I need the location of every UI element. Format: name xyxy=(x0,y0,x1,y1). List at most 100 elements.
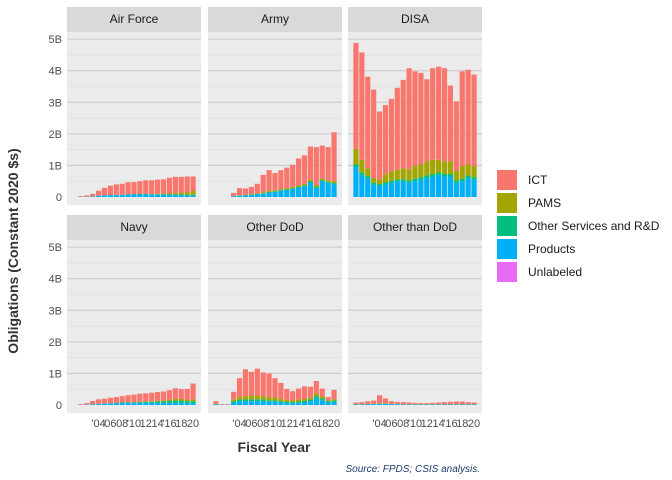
bar-segment xyxy=(400,168,406,180)
bar-segment xyxy=(319,398,325,401)
bar-segment xyxy=(172,400,178,403)
legend-label: Unlabeled xyxy=(528,265,582,279)
x-tick-label: '04 xyxy=(91,418,105,430)
bar-segment xyxy=(231,391,237,400)
bar-segment xyxy=(248,395,254,400)
bar-segment xyxy=(213,401,219,404)
bar-segment xyxy=(319,181,325,197)
bar-segment xyxy=(260,192,266,194)
bar-segment xyxy=(160,400,167,402)
bar-segment xyxy=(447,404,454,405)
bar-segment xyxy=(101,187,108,196)
bar-segment xyxy=(365,168,371,177)
bar-segment xyxy=(242,399,249,402)
bar-segment xyxy=(424,403,430,405)
bar-segment xyxy=(166,400,173,403)
legend-label: PAMS xyxy=(528,196,561,210)
bar-segment xyxy=(353,402,359,405)
bar-segment xyxy=(149,194,155,195)
bar-segment xyxy=(307,386,314,398)
facet-strip xyxy=(67,7,201,32)
bar-segment xyxy=(418,404,424,405)
bar-segment xyxy=(272,401,278,405)
bar-segment xyxy=(266,400,272,402)
bar-segment xyxy=(388,182,394,197)
bar-segment xyxy=(296,186,302,188)
bar-segment xyxy=(319,396,325,399)
y-axis-title: Obligations (Constant 2020 $s) xyxy=(5,148,21,353)
bar-segment xyxy=(160,401,167,403)
bar-segment xyxy=(236,378,243,398)
bar-segment xyxy=(166,195,173,197)
bar-segment xyxy=(353,167,359,197)
bar-segment xyxy=(254,193,260,194)
bar-segment xyxy=(272,400,278,402)
bar-segment xyxy=(284,401,290,404)
bar-segment xyxy=(236,401,243,405)
bar-segment xyxy=(137,194,143,197)
bar-segment xyxy=(412,404,418,405)
legend-label: ICT xyxy=(528,173,548,187)
bar-segment xyxy=(459,404,465,405)
bar-segment xyxy=(166,399,173,401)
bar-segment xyxy=(371,89,377,179)
bar-segment xyxy=(296,399,302,402)
bar-segment xyxy=(266,190,272,192)
bar-segment xyxy=(184,401,190,404)
bar-segment xyxy=(78,404,84,405)
bar-segment xyxy=(254,194,260,197)
bar-segment xyxy=(155,392,161,401)
bar-segment xyxy=(284,189,290,191)
bar-segment xyxy=(459,178,465,182)
bar-segment xyxy=(236,195,243,197)
bar-segment xyxy=(131,194,137,197)
bar-segment xyxy=(365,404,371,405)
bar-segment xyxy=(149,392,155,402)
bar-segment xyxy=(412,178,418,182)
bar-segment xyxy=(365,176,371,179)
bar-segment xyxy=(382,182,389,185)
bar-segment xyxy=(166,402,173,405)
bar-segment xyxy=(388,404,394,405)
bar-segment xyxy=(430,402,436,405)
y-tick-label: 0 xyxy=(56,400,62,412)
x-tick-label: 06 xyxy=(245,418,257,430)
bar-segment xyxy=(278,401,284,403)
bar-segment xyxy=(382,105,389,175)
x-tick-label: 18 xyxy=(316,418,328,430)
bar-segment xyxy=(441,173,448,177)
bar-segment xyxy=(248,371,254,396)
x-tick-label: '16 xyxy=(303,418,317,430)
bar-segment xyxy=(441,161,448,174)
bar-segment xyxy=(172,388,178,399)
x-tick-label: 14 xyxy=(151,418,163,430)
bar-segment xyxy=(365,178,371,197)
bar-segment xyxy=(125,194,131,197)
legend-swatch xyxy=(497,193,517,213)
bar-segment xyxy=(107,397,113,404)
legend-swatch xyxy=(497,239,517,259)
bar-segment xyxy=(95,404,102,405)
bar-segment xyxy=(388,171,394,181)
bar-segment xyxy=(137,193,143,195)
bar-segment xyxy=(441,68,448,162)
bar-segment xyxy=(382,403,389,405)
bar-segment xyxy=(90,193,96,197)
bar-segment xyxy=(143,194,149,197)
bar-segment xyxy=(254,401,260,405)
bar-segment xyxy=(376,185,383,197)
facet-title: Navy xyxy=(120,220,147,234)
bar-segment xyxy=(436,174,442,197)
bar-segment xyxy=(160,179,167,194)
bar-segment xyxy=(125,403,131,405)
bar-segment xyxy=(319,400,325,405)
bar-segment xyxy=(296,187,302,197)
bar-segment xyxy=(331,401,337,405)
bar-segment xyxy=(284,403,290,405)
bar-segment xyxy=(107,195,113,197)
bar-segment xyxy=(290,164,296,187)
bar-segment xyxy=(178,402,184,405)
bar-segment xyxy=(290,391,296,401)
bar-segment xyxy=(447,173,454,177)
bar-segment xyxy=(178,192,184,195)
